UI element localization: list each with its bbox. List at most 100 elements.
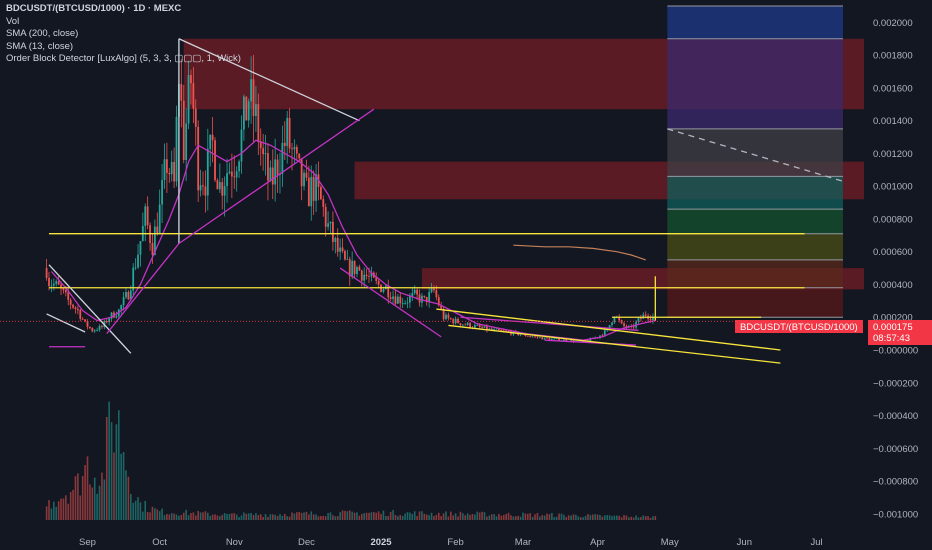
- volume-bar: [67, 503, 70, 520]
- volume-bar: [238, 517, 240, 520]
- volume-bar: [257, 515, 260, 520]
- volume-bar: [644, 516, 647, 520]
- candle-body: [307, 177, 310, 207]
- volume-bar: [529, 513, 532, 520]
- volume-bar: [642, 515, 645, 520]
- legend-order-block[interactable]: Order Block Detector [LuxAlgo] (5, 3, 3,…: [6, 53, 241, 64]
- volume-bar: [368, 512, 370, 520]
- candle-body: [608, 325, 611, 329]
- volume-bar: [394, 514, 397, 520]
- candle-body: [137, 254, 139, 268]
- volume-bar: [469, 514, 471, 520]
- fib-zone-6: [667, 259, 843, 288]
- time-axis[interactable]: Sep Oct Nov Dec 2025 Feb Mar Apr May Jun Jul: [0, 530, 932, 550]
- candle-body: [255, 104, 257, 117]
- x-tick-label: Oct: [152, 537, 167, 548]
- volume-bar: [276, 516, 279, 520]
- candle-body: [271, 167, 274, 185]
- volume-bar: [110, 422, 113, 520]
- candle-body: [534, 336, 536, 338]
- candle-body: [298, 153, 301, 159]
- volume-bar: [570, 515, 572, 520]
- candle-body: [91, 328, 94, 332]
- fib-zone-1: [667, 38, 843, 129]
- volume-bar: [122, 451, 125, 520]
- candle-body: [644, 314, 647, 316]
- volume-bar: [74, 476, 77, 520]
- candle-body: [69, 299, 72, 305]
- volume-bar: [471, 513, 474, 520]
- volume-bar: [259, 514, 262, 520]
- candle-body: [115, 316, 118, 318]
- volume-bar: [211, 514, 214, 520]
- volume-bar: [149, 512, 151, 520]
- candle-body: [262, 148, 265, 155]
- candle-body: [283, 142, 286, 147]
- candle-body: [226, 173, 228, 187]
- volume-bar: [310, 511, 313, 520]
- candle-body: [161, 180, 163, 205]
- volume-bar: [156, 509, 159, 520]
- trendline-13: [667, 128, 844, 182]
- volume-bar: [298, 511, 301, 520]
- candle-body: [396, 296, 399, 304]
- candle-body: [245, 96, 248, 121]
- candle-body: [440, 305, 443, 309]
- volume-bar: [421, 511, 423, 520]
- price-tag-label-bg: [735, 320, 863, 333]
- candle-body: [267, 153, 269, 181]
- x-tick-label: Feb: [447, 537, 463, 548]
- candle-body: [132, 267, 135, 291]
- candle-body: [216, 180, 219, 190]
- candle-body: [336, 237, 339, 252]
- volume-bar: [185, 509, 187, 520]
- candle-body: [392, 296, 394, 299]
- volume-bar: [387, 515, 390, 520]
- price-tag-value: 0.000175: [873, 322, 913, 333]
- price-axis[interactable]: 0.002000 0.001800 0.001600 0.001400 0.001200…: [864, 0, 932, 550]
- candle-body: [233, 176, 236, 178]
- candle-body: [543, 337, 546, 340]
- candle-body: [500, 329, 503, 331]
- candle-body: [250, 79, 253, 102]
- candle-body: [315, 174, 317, 201]
- volume-bar: [462, 513, 464, 520]
- candle-body: [209, 134, 212, 149]
- volume-bar: [84, 465, 86, 520]
- candle-body: [461, 324, 464, 326]
- candle-body: [134, 267, 137, 269]
- legend-symbol[interactable]: BDCUSDT/(BTCUSD/1000) · 1D · MEXC: [6, 3, 182, 14]
- candle-body: [240, 129, 243, 162]
- candle-body: [437, 297, 440, 306]
- y-tick-label: 0.001000: [873, 182, 913, 193]
- legend-vol[interactable]: Vol: [6, 15, 20, 27]
- x-tick-label: Nov: [226, 537, 243, 548]
- candle-body: [555, 338, 558, 340]
- legend-sma200[interactable]: SMA (200, close): [6, 28, 79, 39]
- candle-body: [389, 297, 392, 299]
- volume-bar: [558, 513, 560, 520]
- candle-body: [122, 297, 125, 306]
- volume-bar: [146, 512, 149, 520]
- candle-body: [387, 285, 390, 298]
- x-tick-label: Dec: [298, 537, 315, 548]
- candle-body: [163, 159, 166, 181]
- volume-bar: [522, 512, 524, 520]
- x-tick-label: Jun: [737, 537, 752, 548]
- volume-bar: [474, 514, 476, 520]
- candle-body: [221, 182, 224, 196]
- candle-body: [464, 324, 467, 326]
- volume-bar: [89, 484, 91, 520]
- candle-body: [531, 336, 534, 338]
- volume-bar: [567, 515, 570, 520]
- legend-sma13[interactable]: SMA (13, close): [6, 40, 74, 52]
- candle-body: [156, 226, 159, 234]
- volume-bar: [233, 513, 236, 520]
- volume-bar: [591, 514, 594, 520]
- candle-body: [50, 285, 53, 287]
- volume-bar: [96, 493, 98, 520]
- volume-bar: [632, 517, 635, 520]
- candle-body: [310, 176, 313, 207]
- candle-body: [546, 337, 548, 339]
